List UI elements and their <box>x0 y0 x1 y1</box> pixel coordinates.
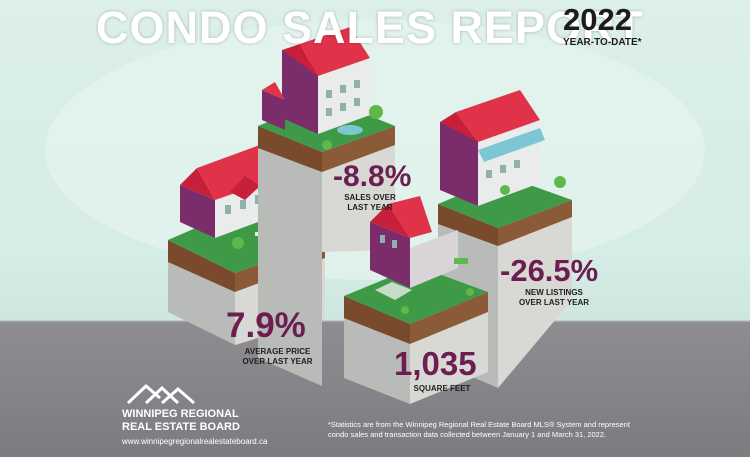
pillar-front <box>344 196 488 404</box>
stat-listings-value: -26.5% <box>500 253 599 288</box>
report-title: CONDO SALES REPORT <box>96 2 645 53</box>
wrreb-logo-mark <box>126 383 195 405</box>
stat-price-value: 7.9% <box>226 306 306 345</box>
stat-sales-value: -8.8% <box>333 160 412 193</box>
footnote: *Statistics are from the Winnipeg Region… <box>328 420 630 439</box>
stat-sales-label: SALES OVER LAST YEAR <box>344 193 396 212</box>
logo-name: WINNIPEG REGIONAL REAL ESTATE BOARD <box>122 408 240 433</box>
stat-sqft-label: SQUARE FEET <box>413 384 471 393</box>
stat-listings-label: NEW LISTINGS OVER LAST YEAR <box>518 288 590 307</box>
stat-price-label: AVERAGE PRICE OVER LAST YEAR <box>242 347 313 366</box>
stat-sqft-value: 1,035 <box>394 345 477 382</box>
report-year: 2022 <box>563 2 632 37</box>
report-period: YEAR-TO-DATE* <box>563 37 642 48</box>
logo-url[interactable]: www.winnipegregionalrealestateboard.ca <box>122 437 268 446</box>
